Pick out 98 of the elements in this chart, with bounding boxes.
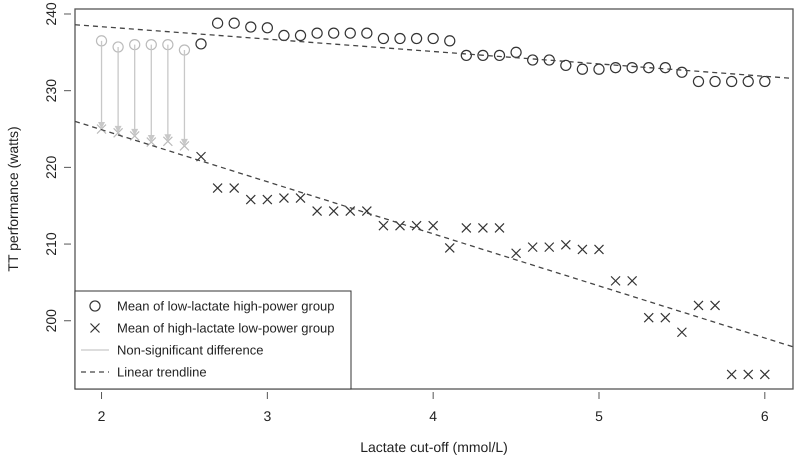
point xyxy=(692,76,704,88)
point xyxy=(411,220,422,231)
point xyxy=(428,220,438,231)
y-tick-label: 220 xyxy=(42,155,59,180)
point xyxy=(528,242,538,252)
point xyxy=(328,28,340,39)
point xyxy=(709,76,721,88)
point xyxy=(742,76,754,88)
point xyxy=(278,192,290,204)
y-tick-label: 240 xyxy=(42,2,59,26)
point xyxy=(328,206,339,216)
point xyxy=(344,28,356,39)
y-axis-title: TT performance (watts) xyxy=(5,126,21,272)
y-tick-label: 230 xyxy=(42,78,59,102)
point xyxy=(130,130,140,142)
point xyxy=(544,242,554,252)
point xyxy=(444,242,455,253)
point xyxy=(494,50,506,62)
x-tick-label: 6 xyxy=(760,408,769,424)
point xyxy=(394,32,406,44)
point xyxy=(478,222,488,234)
point xyxy=(361,28,372,39)
point xyxy=(262,22,273,34)
point xyxy=(494,222,505,234)
point xyxy=(96,35,108,46)
point xyxy=(295,192,306,204)
point xyxy=(162,136,173,146)
point xyxy=(710,300,720,311)
point xyxy=(660,312,670,323)
point xyxy=(162,39,174,50)
point xyxy=(560,60,572,72)
point xyxy=(195,38,207,50)
x-tick-label: 5 xyxy=(595,408,604,424)
point xyxy=(544,54,555,66)
point xyxy=(560,240,571,250)
point xyxy=(278,30,290,42)
x-tick-label: 2 xyxy=(98,408,106,424)
point xyxy=(113,128,124,138)
point xyxy=(461,222,472,234)
point xyxy=(460,50,472,62)
point xyxy=(410,32,422,44)
point xyxy=(627,276,638,286)
point xyxy=(676,66,688,78)
x-tick-label: 3 xyxy=(263,408,272,424)
point xyxy=(178,44,190,56)
point xyxy=(726,369,737,380)
point xyxy=(229,182,240,194)
point xyxy=(311,28,323,39)
point xyxy=(576,64,588,75)
point xyxy=(577,244,588,255)
y-tick-label: 200 xyxy=(42,308,59,332)
point xyxy=(378,220,389,231)
point xyxy=(312,206,322,216)
point xyxy=(212,18,224,29)
point xyxy=(759,76,770,88)
point xyxy=(345,206,356,216)
point xyxy=(693,300,704,311)
point xyxy=(228,18,240,29)
point xyxy=(112,41,124,53)
x-tick-label: 4 xyxy=(429,408,438,424)
point xyxy=(676,327,687,338)
point xyxy=(245,21,256,33)
point xyxy=(626,62,638,74)
point xyxy=(146,39,157,50)
point xyxy=(510,248,522,258)
legend-label: Linear trendline xyxy=(117,364,207,380)
point xyxy=(527,54,538,66)
point xyxy=(294,30,306,42)
point xyxy=(610,62,622,74)
legend-label: Non-significant difference xyxy=(117,342,264,358)
point xyxy=(444,35,456,46)
point xyxy=(643,62,654,74)
point xyxy=(760,369,770,380)
point xyxy=(96,124,107,134)
y-tick-label: 210 xyxy=(42,232,59,256)
point xyxy=(362,206,372,216)
point xyxy=(644,312,654,323)
x-axis-title: Lactate cut-off (mmol/L) xyxy=(360,439,508,455)
point xyxy=(510,46,522,58)
point xyxy=(146,136,156,148)
point xyxy=(246,194,256,205)
legend-label: Mean of low-lactate high-power group xyxy=(117,298,335,314)
point xyxy=(378,32,390,44)
point xyxy=(610,276,621,286)
point xyxy=(196,152,206,162)
point xyxy=(179,140,190,151)
point xyxy=(660,62,671,74)
point xyxy=(726,76,738,88)
point xyxy=(594,244,604,255)
point xyxy=(262,194,272,205)
point xyxy=(593,64,605,75)
legend-label: Mean of high-lactate low-power group xyxy=(117,320,335,336)
point xyxy=(477,50,489,62)
point xyxy=(743,369,754,380)
point xyxy=(428,32,439,44)
point xyxy=(212,182,223,194)
point xyxy=(129,39,140,50)
point xyxy=(394,220,406,231)
